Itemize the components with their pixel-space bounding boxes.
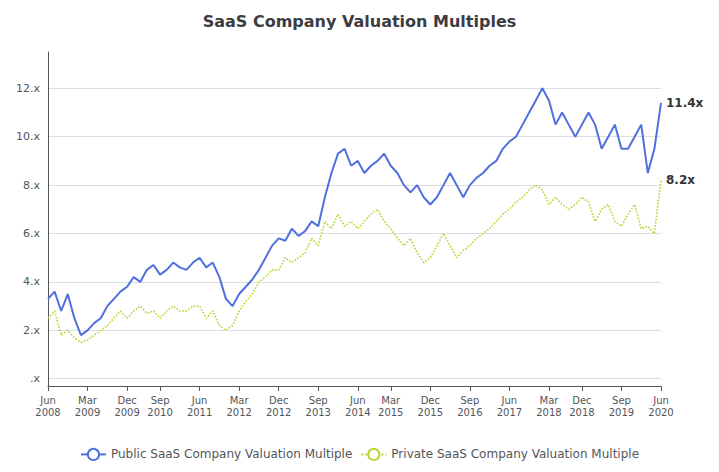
svg-text:2013: 2013	[306, 407, 331, 418]
svg-text:Mar: Mar	[540, 395, 560, 406]
svg-text:2011: 2011	[187, 407, 212, 418]
svg-text:10.x: 10.x	[16, 130, 40, 143]
svg-text:Sep: Sep	[612, 395, 631, 406]
svg-text:.x: .x	[30, 372, 40, 385]
svg-text:2017: 2017	[497, 407, 522, 418]
svg-text:Jun: Jun	[191, 395, 208, 406]
svg-text:4.x: 4.x	[23, 275, 40, 288]
svg-text:Dec: Dec	[421, 395, 440, 406]
svg-text:SaaS Company Valuation Multipl: SaaS Company Valuation Multiples	[203, 12, 517, 31]
svg-text:Sep: Sep	[309, 395, 328, 406]
svg-text:2012: 2012	[226, 407, 251, 418]
svg-text:2018: 2018	[569, 407, 594, 418]
svg-text:2009: 2009	[75, 407, 100, 418]
svg-text:2018: 2018	[536, 407, 561, 418]
svg-text:2010: 2010	[147, 407, 172, 418]
svg-text:Mar: Mar	[381, 395, 401, 406]
svg-text:11.4x: 11.4x	[666, 96, 704, 110]
svg-text:2015: 2015	[378, 407, 403, 418]
svg-text:Dec: Dec	[269, 395, 288, 406]
svg-text:2019: 2019	[609, 407, 634, 418]
svg-text:8.2x: 8.2x	[666, 173, 695, 187]
svg-text:2015: 2015	[418, 407, 443, 418]
svg-text:Dec: Dec	[117, 395, 136, 406]
svg-text:Sep: Sep	[151, 395, 170, 406]
svg-text:8.x: 8.x	[23, 179, 40, 192]
svg-text:12.x: 12.x	[16, 82, 40, 95]
svg-text:Jun: Jun	[652, 395, 669, 406]
svg-text:2012: 2012	[266, 407, 291, 418]
svg-text:Dec: Dec	[572, 395, 591, 406]
svg-text:2009: 2009	[114, 407, 139, 418]
svg-text:Public SaaS Company Valuation: Public SaaS Company Valuation Multiple	[111, 447, 352, 461]
svg-text:Private SaaS Company Valuation: Private SaaS Company Valuation Multiple	[391, 447, 639, 461]
svg-text:Sep: Sep	[460, 395, 479, 406]
svg-text:Jun: Jun	[501, 395, 518, 406]
svg-text:6.x: 6.x	[23, 227, 40, 240]
svg-text:2020: 2020	[648, 407, 673, 418]
svg-text:2014: 2014	[345, 407, 370, 418]
svg-text:Mar: Mar	[230, 395, 250, 406]
svg-text:Mar: Mar	[78, 395, 98, 406]
svg-text:Jun: Jun	[39, 395, 56, 406]
svg-text:2008: 2008	[35, 407, 60, 418]
svg-text:2016: 2016	[457, 407, 482, 418]
svg-text:2.x: 2.x	[23, 324, 40, 337]
svg-text:Jun: Jun	[349, 395, 366, 406]
